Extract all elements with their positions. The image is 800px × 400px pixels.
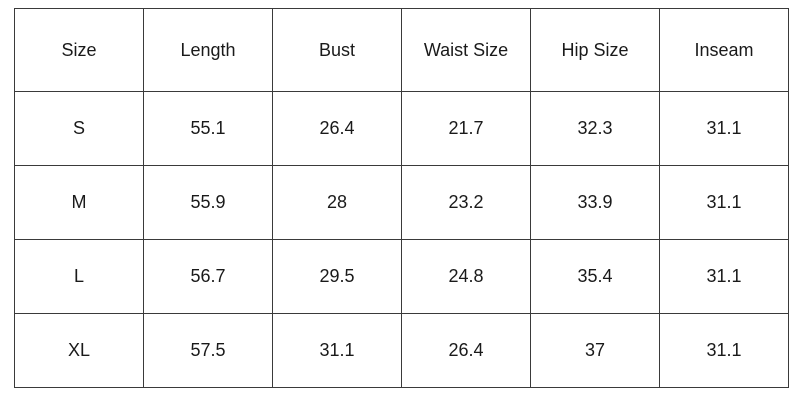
cell: 57.5 <box>143 313 273 388</box>
header-cell: Length <box>143 8 273 92</box>
cell: 55.9 <box>143 165 273 240</box>
table-row: L 56.7 29.5 24.8 35.4 31.1 <box>14 239 789 314</box>
cell: 23.2 <box>401 165 531 240</box>
header-cell: Bust <box>272 8 402 92</box>
cell: 29.5 <box>272 239 402 314</box>
cell: M <box>14 165 144 240</box>
cell: 31.1 <box>659 313 789 388</box>
cell: S <box>14 91 144 166</box>
header-row: Size Length Bust Waist Size Hip Size Inseam <box>14 8 789 92</box>
cell: XL <box>14 313 144 388</box>
table-row: M 55.9 28 23.2 33.9 31.1 <box>14 165 789 240</box>
cell: 31.1 <box>659 91 789 166</box>
cell: L <box>14 239 144 314</box>
cell: 26.4 <box>272 91 402 166</box>
cell: 28 <box>272 165 402 240</box>
cell: 56.7 <box>143 239 273 314</box>
cell: 21.7 <box>401 91 531 166</box>
cell: 55.1 <box>143 91 273 166</box>
header-cell: Waist Size <box>401 8 531 92</box>
cell: 35.4 <box>530 239 660 314</box>
cell: 31.1 <box>659 165 789 240</box>
header-cell: Inseam <box>659 8 789 92</box>
cell: 24.8 <box>401 239 531 314</box>
size-table: Size Length Bust Waist Size Hip Size Inseam S 5… <box>14 8 789 388</box>
cell: 31.1 <box>272 313 402 388</box>
table-body: Size Length Bust Waist Size Hip Size Inseam S 5… <box>14 8 789 388</box>
cell: 31.1 <box>659 239 789 314</box>
cell: 37 <box>530 313 660 388</box>
table-row: S 55.1 26.4 21.7 32.3 31.1 <box>14 91 789 166</box>
cell: 26.4 <box>401 313 531 388</box>
table-row: XL 57.5 31.1 26.4 37 31.1 <box>14 313 789 388</box>
header-cell: Size <box>14 8 144 92</box>
cell: 32.3 <box>530 91 660 166</box>
cell: 33.9 <box>530 165 660 240</box>
header-cell: Hip Size <box>530 8 660 92</box>
